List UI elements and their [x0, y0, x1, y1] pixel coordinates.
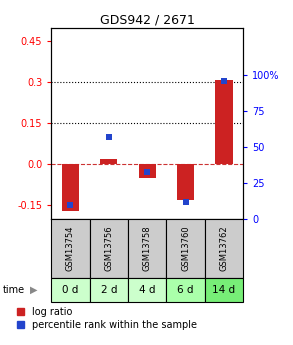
Bar	[205, 219, 243, 278]
Point	[68, 202, 73, 207]
Point	[222, 78, 226, 84]
Text: GSM13754: GSM13754	[66, 226, 75, 271]
Text: time: time	[3, 285, 25, 295]
Text: 0 d: 0 d	[62, 285, 79, 295]
Bar	[205, 278, 243, 302]
Bar	[215, 80, 233, 164]
Text: 2 d: 2 d	[100, 285, 117, 295]
Text: 4 d: 4 d	[139, 285, 156, 295]
Bar	[51, 219, 90, 278]
Text: 14 d: 14 d	[212, 285, 236, 295]
Legend: log ratio, percentile rank within the sample: log ratio, percentile rank within the sa…	[17, 307, 197, 330]
Bar	[128, 278, 166, 302]
Bar	[177, 164, 194, 200]
Bar	[100, 159, 117, 164]
Text: GSM13762: GSM13762	[219, 226, 229, 271]
Bar	[51, 278, 90, 302]
Bar	[62, 164, 79, 211]
Text: ▶: ▶	[30, 285, 38, 295]
Bar	[166, 278, 205, 302]
Bar	[166, 219, 205, 278]
Text: GSM13760: GSM13760	[181, 226, 190, 271]
Bar	[90, 278, 128, 302]
Bar	[139, 164, 156, 178]
Point	[145, 169, 150, 175]
Bar	[128, 219, 166, 278]
Text: GSM13758: GSM13758	[143, 226, 152, 271]
Point	[183, 199, 188, 205]
Title: GDS942 / 2671: GDS942 / 2671	[100, 13, 195, 27]
Text: 6 d: 6 d	[177, 285, 194, 295]
Bar	[90, 219, 128, 278]
Text: GSM13756: GSM13756	[104, 226, 113, 271]
Point	[107, 135, 111, 140]
